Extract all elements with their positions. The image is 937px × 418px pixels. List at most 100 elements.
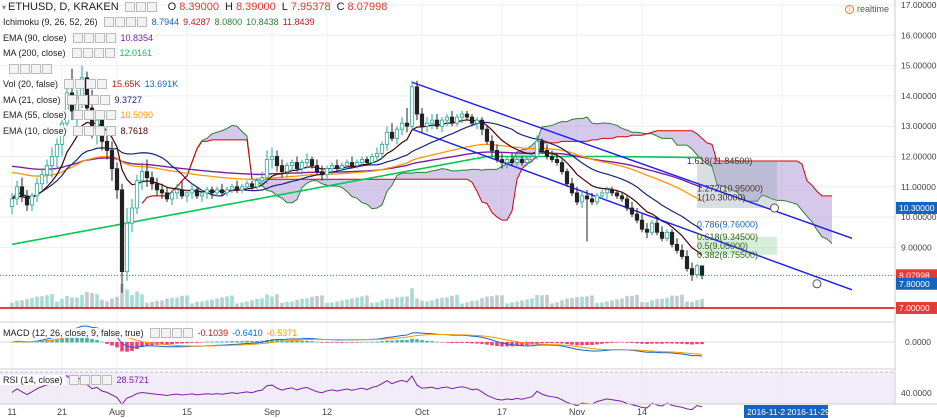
candle	[39, 168, 45, 190]
indicator-value: 8.0800	[214, 17, 243, 27]
settings-icon[interactable]	[160, 328, 171, 338]
settings-icon[interactable]	[83, 125, 94, 136]
candle	[654, 217, 660, 236]
fib-level-label: 0.5(9.05000)	[697, 241, 748, 251]
candle-body	[499, 159, 505, 163]
eye-icon[interactable]	[72, 125, 83, 136]
candle	[429, 114, 435, 130]
more-icon[interactable]	[101, 375, 112, 385]
close-icon[interactable]	[94, 32, 105, 43]
indicator-name[interactable]: MACD (12, 26, close, 9, false, true)	[0, 328, 147, 338]
macd-hist-bar	[260, 340, 264, 343]
close-icon[interactable]	[31, 63, 41, 74]
candle	[229, 183, 235, 193]
close-icon[interactable]	[94, 125, 105, 136]
indicator-legend-row	[0, 62, 55, 76]
indicator-name[interactable]: RSI (14, close)	[0, 375, 66, 385]
settings-icon[interactable]	[114, 17, 125, 27]
settings-icon[interactable]	[77, 94, 88, 105]
volume-bar	[510, 302, 514, 308]
indicator-value: 12.0161	[119, 48, 153, 58]
close-icon[interactable]	[93, 48, 104, 58]
close-icon[interactable]	[90, 375, 101, 385]
settings-icon[interactable]	[83, 110, 94, 120]
indicator-name[interactable]: MA (200, close)	[0, 48, 69, 58]
indicator-name[interactable]: EMA (55, close)	[0, 110, 70, 120]
candle	[544, 144, 550, 160]
candle	[269, 147, 275, 169]
candle	[124, 208, 130, 281]
fib-level-label: 1.618(11.84500)	[687, 156, 752, 166]
close-icon[interactable]	[86, 79, 97, 89]
close-icon[interactable]	[171, 328, 182, 338]
candle-body	[139, 171, 145, 182]
more-icon[interactable]	[136, 17, 147, 27]
candle-body	[9, 198, 15, 207]
more-icon[interactable]	[99, 94, 110, 105]
more-icon[interactable]	[105, 125, 116, 136]
settings-icon[interactable]	[20, 63, 30, 74]
symbol-title[interactable]: ETHUSD, D, KRAKEN	[8, 1, 119, 13]
candle-body	[179, 189, 185, 197]
eye-icon[interactable]	[71, 48, 82, 58]
more-icon[interactable]	[97, 79, 108, 89]
eye-icon[interactable]	[64, 79, 75, 89]
candle	[249, 180, 255, 190]
price-tick: 10.00000	[901, 212, 937, 222]
macd-hist-bar	[650, 342, 654, 344]
macd-hist-bar	[225, 341, 229, 343]
candle-body	[449, 116, 455, 124]
price-axis[interactable]: 17.00000 16.00000 15.00000 14.00000 13.00000…	[894, 0, 937, 418]
more-icon[interactable]	[42, 63, 52, 74]
eye-icon[interactable]	[66, 94, 77, 105]
eye-icon[interactable]	[72, 110, 83, 120]
candle-body	[414, 86, 420, 115]
settings-icon[interactable]	[124, 2, 135, 12]
candle	[149, 171, 155, 190]
macd-hist-bar	[570, 342, 574, 345]
more-icon[interactable]	[105, 32, 116, 43]
candle	[404, 108, 410, 133]
eye-icon[interactable]	[68, 375, 79, 385]
macd-hist-bar	[195, 342, 199, 343]
volume-bar	[45, 295, 49, 308]
indicator-name[interactable]: EMA (90, close)	[0, 32, 70, 43]
candle	[689, 262, 695, 281]
macd-hist-bar	[175, 342, 179, 344]
collapse-icon[interactable]: ▾	[2, 2, 7, 12]
indicator-name[interactable]: Ichimoku (9, 26, 52, 26)	[0, 17, 101, 27]
settings-icon[interactable]	[82, 48, 93, 58]
eye-icon[interactable]	[103, 17, 114, 27]
volume-bar	[250, 300, 254, 308]
more-icon[interactable]	[146, 2, 157, 12]
indicator-name[interactable]: EMA (10, close)	[0, 125, 70, 136]
settings-icon[interactable]	[83, 32, 94, 43]
candle-body	[544, 150, 550, 157]
time-axis[interactable]: 1121Aug15Sep12Oct17Nov14122016-11-22016-…	[0, 403, 937, 418]
price-badge	[896, 277, 937, 290]
eye-icon[interactable]	[149, 328, 160, 338]
close-icon[interactable]	[88, 94, 99, 105]
eye-icon[interactable]	[72, 32, 83, 43]
more-icon[interactable]	[104, 48, 115, 58]
candle	[384, 126, 390, 151]
close-icon[interactable]	[125, 17, 136, 27]
more-icon[interactable]	[182, 328, 193, 338]
candle	[439, 117, 445, 133]
realtime-indicator[interactable]: ! realtime	[845, 4, 889, 14]
candle	[334, 159, 340, 172]
indicator-name[interactable]: MA (21, close)	[0, 94, 64, 105]
macd-hist-bar	[85, 336, 89, 343]
macd-hist-bar	[690, 342, 694, 345]
settings-icon[interactable]	[79, 375, 90, 385]
candle	[389, 123, 395, 142]
eye-icon[interactable]	[9, 63, 19, 74]
more-icon[interactable]	[105, 110, 116, 120]
candle-body	[359, 159, 365, 163]
hide-icon[interactable]	[135, 2, 146, 12]
settings-icon[interactable]	[75, 79, 86, 89]
indicator-name[interactable]: Vol (20, false)	[0, 79, 62, 89]
realtime-label: realtime	[857, 4, 890, 14]
close-icon[interactable]	[94, 110, 105, 120]
